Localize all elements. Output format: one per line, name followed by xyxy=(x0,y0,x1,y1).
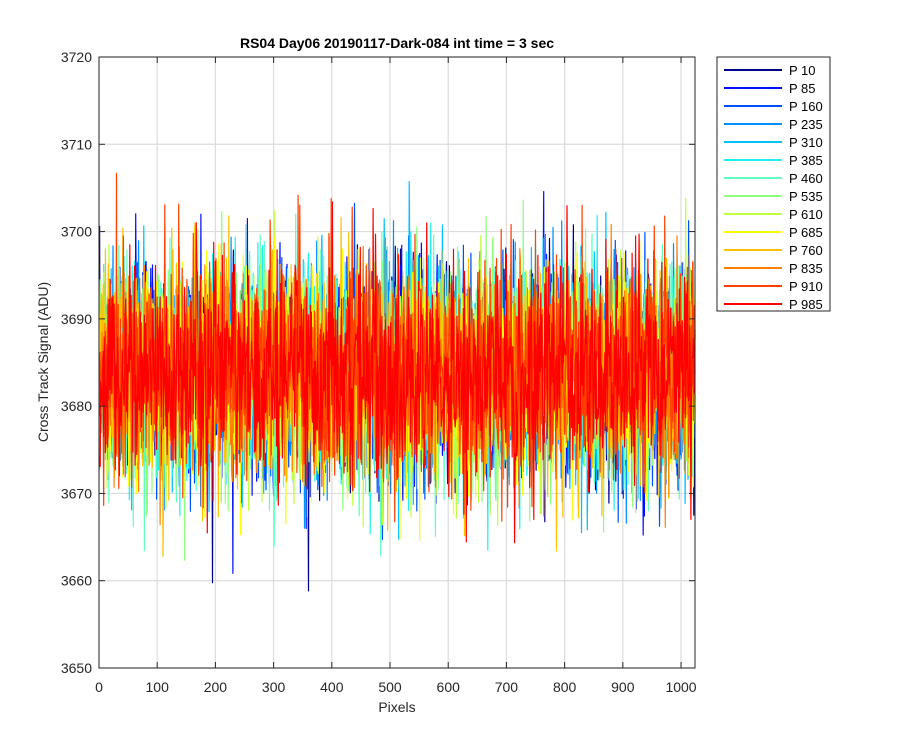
y-tick-label: 3670 xyxy=(61,485,92,501)
legend-label: P 385 xyxy=(789,153,823,168)
x-tick-label: 800 xyxy=(553,679,577,695)
plot-frame xyxy=(98,56,696,669)
x-tick-label: 100 xyxy=(146,679,170,695)
axis-ticks: 0 100 200 300 400 500 600 700 800 900 1000 3650 3660… xyxy=(61,49,697,695)
x-axis-label: Pixels xyxy=(378,699,415,715)
series-line xyxy=(99,201,696,544)
series-layer xyxy=(99,172,696,592)
legend-label: P 910 xyxy=(789,279,823,294)
legend-label: P 10 xyxy=(789,63,816,78)
legend-label: P 835 xyxy=(789,261,823,276)
legend-label: P 160 xyxy=(789,99,823,114)
y-tick-label: 3700 xyxy=(61,224,92,240)
x-tick-label: 300 xyxy=(262,679,286,695)
y-tick-label: 3680 xyxy=(61,398,92,414)
x-tick-label: 0 xyxy=(95,679,103,695)
x-tick-label: 1000 xyxy=(665,679,696,695)
x-tick-label: 400 xyxy=(320,679,344,695)
y-tick-label: 3660 xyxy=(61,573,92,589)
x-tick-label: 500 xyxy=(378,679,402,695)
legend: P 10 P 85 P 160 P 235 P 310 P 385 P 460 P 535 P … xyxy=(716,56,831,312)
legend-label: P 235 xyxy=(789,117,823,132)
legend-label: P 310 xyxy=(789,135,823,150)
x-tick-label: 200 xyxy=(204,679,228,695)
y-tick-label: 3650 xyxy=(61,660,92,676)
legend-label: P 85 xyxy=(789,81,816,96)
y-tick-label: 3690 xyxy=(61,311,92,327)
chart-title: RS04 Day06 20190117-Dark-084 int time = … xyxy=(240,35,554,51)
x-tick-label: 600 xyxy=(437,679,461,695)
legend-label: P 760 xyxy=(789,243,823,258)
x-tick-label: 700 xyxy=(495,679,519,695)
x-tick-label: 900 xyxy=(611,679,635,695)
y-tick-label: 3710 xyxy=(61,136,92,152)
legend-label: P 460 xyxy=(789,171,823,186)
legend-label: P 685 xyxy=(789,225,823,240)
y-tick-label: 3720 xyxy=(61,49,92,65)
legend-label: P 610 xyxy=(789,207,823,222)
y-axis-label: Cross Track Signal (ADU) xyxy=(35,282,51,442)
legend-label: P 535 xyxy=(789,189,823,204)
legend-label: P 985 xyxy=(789,297,823,312)
